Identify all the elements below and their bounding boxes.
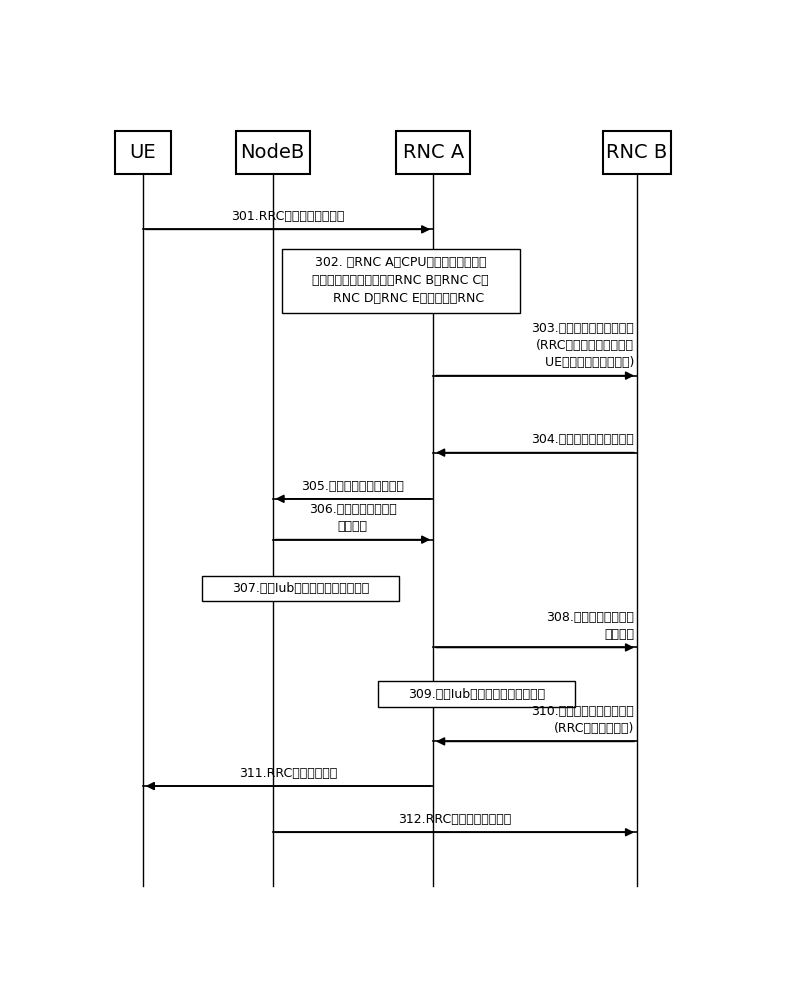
Text: 305.无线链路建立请求消息: 305.无线链路建立请求消息 <box>301 480 404 493</box>
Text: RNC B: RNC B <box>607 143 668 162</box>
Bar <box>202 576 399 601</box>
Bar <box>282 249 520 312</box>
Text: 303.上行信令传输指示消息
(RRC连接建立请求消息和
  UE所属小区的标识信息): 303.上行信令传输指示消息 (RRC连接建立请求消息和 UE所属小区的标识信息… <box>531 322 634 369</box>
Text: 304.无线链路建立请求消息: 304.无线链路建立请求消息 <box>531 433 634 446</box>
Bar <box>396 131 470 174</box>
Text: 301.RRC连接建立请求消息: 301.RRC连接建立请求消息 <box>231 210 345 223</box>
Text: 307.建立Iub接口的用户面传输承载: 307.建立Iub接口的用户面传输承载 <box>232 582 369 595</box>
Text: 311.RRC连接建立消息: 311.RRC连接建立消息 <box>239 767 337 780</box>
Bar <box>115 131 171 174</box>
Text: 309.建立Iub接口的用户面传输承载: 309.建立Iub接口的用户面传输承载 <box>408 688 545 701</box>
Bar <box>378 681 575 707</box>
Text: 310.下行信令传输请求消息
(RRC连接建立消息): 310.下行信令传输请求消息 (RRC连接建立消息) <box>531 705 634 735</box>
Text: 306.无线链路建立请求
响应消息: 306.无线链路建立请求 响应消息 <box>309 503 397 533</box>
Text: NodeB: NodeB <box>241 143 304 162</box>
Text: 312.RRC连接建立完成消息: 312.RRC连接建立完成消息 <box>398 813 512 826</box>
Bar <box>236 131 309 174</box>
Text: 302. 若RNC A的CPU占用率大于或等于
预先设置的第一阈值，从RNC B、RNC C、
    RNC D和RNC E中选择一个RNC: 302. 若RNC A的CPU占用率大于或等于 预先设置的第一阈值，从RNC B… <box>312 256 489 305</box>
Text: UE: UE <box>130 143 156 162</box>
Text: RNC A: RNC A <box>402 143 464 162</box>
Text: 308.无线链路建立请求
响应消息: 308.无线链路建立请求 响应消息 <box>546 611 634 641</box>
Bar <box>603 131 671 174</box>
